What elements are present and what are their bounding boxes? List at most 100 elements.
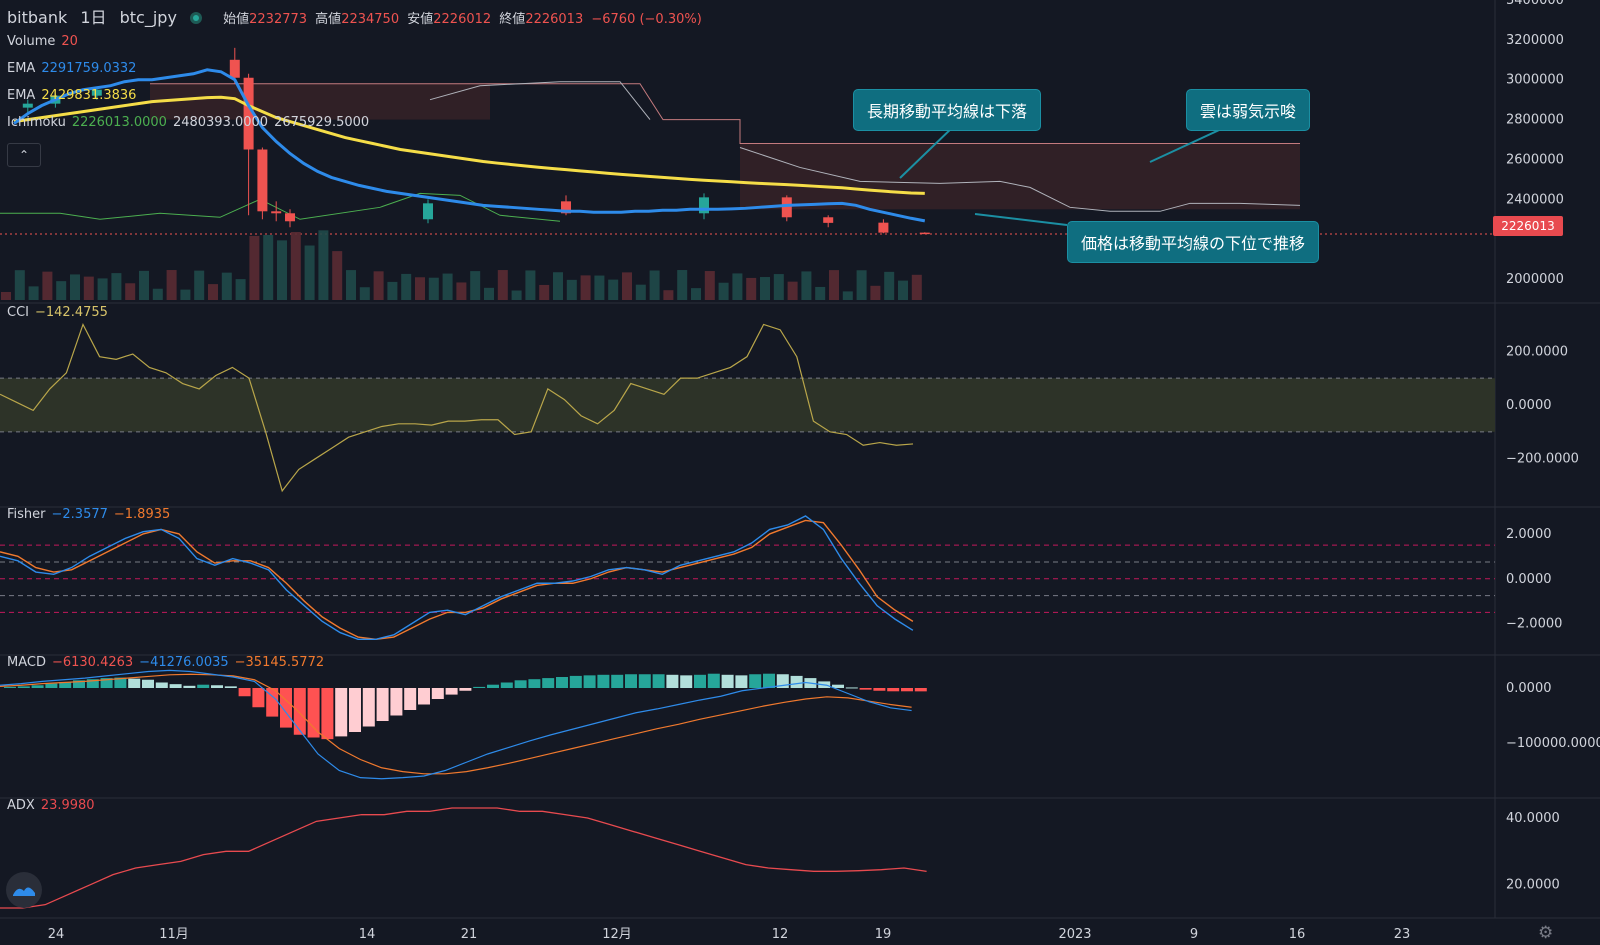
callout-cloud-bearish[interactable]: 雲は弱気示唆 — [1186, 89, 1311, 131]
volume-bar — [70, 274, 80, 300]
price-change: −6760 (−0.30%) — [591, 12, 702, 27]
volume-bar — [677, 270, 688, 300]
macd-histogram-bar — [597, 674, 610, 688]
volume-bar — [691, 288, 701, 300]
volume-bar — [166, 270, 177, 300]
macd-histogram-bar — [45, 683, 58, 688]
volume-bar — [111, 273, 122, 300]
macd-histogram-bar — [721, 674, 734, 688]
macd-histogram-bar — [445, 688, 458, 695]
volume-bar — [208, 284, 218, 300]
volume-bar — [332, 251, 343, 300]
x-tick-label: 19 — [875, 927, 892, 942]
candle-body — [271, 211, 282, 214]
x-tick-label: 24 — [48, 927, 65, 942]
volume-bar — [622, 272, 632, 300]
legend-volume[interactable]: Volume 20 — [7, 34, 78, 49]
tradingview-logo-icon[interactable] — [6, 872, 42, 908]
adx-axis-tick: 40.0000 — [1506, 811, 1560, 826]
price-axis-tick: 2800000 — [1506, 113, 1564, 128]
macd-axis-tick: −100000.0000 — [1506, 736, 1600, 751]
callout-price-below[interactable]: 価格は移動平均線の下位で推移 — [1067, 221, 1320, 263]
volume-bar — [829, 270, 839, 300]
x-tick-label: 23 — [1394, 927, 1411, 942]
exchange-name[interactable]: bitbank — [7, 8, 68, 27]
fisher-axis-tick: −2.0000 — [1506, 617, 1562, 632]
volume-bar — [884, 271, 895, 300]
ema-fast-line — [13, 68, 926, 223]
macd-histogram-bar — [252, 688, 265, 708]
volume-bar — [815, 286, 826, 300]
ema-slow-line — [13, 95, 925, 195]
volume-bar — [746, 277, 757, 300]
macd-histogram-bar — [238, 688, 251, 697]
macd-histogram-bar — [224, 686, 237, 688]
interval[interactable]: 1日 — [80, 8, 107, 27]
market-status-icon — [190, 12, 203, 24]
ohlc-values: 始値2232773 高値2234750 安値2226012 終値2226013 … — [223, 12, 702, 27]
legend-fisher[interactable]: Fisher −2.3577 −1.8935 — [7, 507, 171, 522]
macd-histogram-bar — [197, 684, 210, 688]
macd-histogram-bar — [335, 688, 348, 737]
volume-bar — [14, 270, 25, 300]
x-tick-label: 12月 — [602, 927, 632, 942]
candle-body — [423, 203, 433, 220]
macd-histogram-bar — [694, 674, 706, 688]
ichimoku-span-b — [739, 147, 1301, 212]
macd-histogram-bar — [376, 688, 389, 721]
macd-histogram-bar — [86, 679, 99, 688]
volume-bar — [42, 271, 53, 300]
macd-histogram-bar — [873, 688, 886, 691]
volume-bar — [511, 290, 522, 300]
symbol-name[interactable]: btc_jpy — [119, 8, 177, 27]
volume-bar — [456, 282, 467, 300]
macd-histogram-bar — [611, 674, 624, 688]
legend-ema-fast[interactable]: EMA 2291759.0332 — [7, 61, 137, 76]
volume-bar — [801, 271, 812, 300]
candle-body — [243, 77, 254, 150]
macd-histogram-bar — [59, 681, 72, 688]
macd-histogram-bar — [500, 682, 513, 688]
settings-gear-icon[interactable]: ⚙ — [1538, 923, 1554, 943]
legend-ichimoku[interactable]: Ichimoku 2226013.0000 2480393.0000 2675929.… — [7, 115, 370, 130]
candle-body — [823, 217, 834, 223]
cci-axis-tick: −200.0000 — [1506, 452, 1579, 467]
ichimoku-cloud — [740, 143, 1300, 210]
volume-bar — [442, 273, 453, 300]
ichimoku-span-a — [429, 81, 651, 120]
x-tick-label: 9 — [1190, 927, 1198, 942]
candle-body — [561, 201, 571, 214]
macd-histogram-bar — [100, 678, 113, 688]
legend-macd[interactable]: MACD −6130.4263 −41276.0035 −35145.5772 — [7, 655, 325, 670]
callout-ma-decline[interactable]: 長期移動平均線は下落 — [853, 89, 1042, 131]
volume-bar — [704, 271, 715, 300]
legend-adx[interactable]: ADX 23.9980 — [7, 798, 95, 813]
legend-cci[interactable]: CCI −142.4755 — [7, 305, 108, 320]
candle-body — [22, 103, 33, 108]
macd-histogram-bar — [459, 688, 472, 691]
fisher-signal-line — [0, 519, 914, 641]
price-axis-tick: 3200000 — [1506, 33, 1564, 48]
macd-histogram-bar — [114, 677, 127, 688]
volume-bar — [898, 280, 908, 300]
volume-bar — [760, 277, 770, 300]
macd-histogram-bar — [569, 675, 582, 688]
volume-bar — [773, 274, 784, 300]
volume-bar — [28, 286, 39, 300]
x-tick-label: 14 — [359, 927, 376, 942]
legend-ema-slow[interactable]: EMA 2429831.3836 — [7, 88, 137, 103]
macd-histogram-bar — [31, 685, 44, 688]
last-price-tag: 2226013 — [1493, 216, 1563, 236]
macd-histogram-bar — [845, 687, 858, 689]
cci-axis-tick: 0.0000 — [1506, 398, 1552, 413]
candle-body — [781, 197, 792, 218]
volume-bar — [56, 281, 67, 300]
adx-axis-tick: 20.0000 — [1506, 878, 1560, 893]
collapse-legend-button[interactable]: ⌃ — [7, 143, 41, 167]
macd-histogram-bar — [735, 675, 748, 688]
fisher-axis-tick: 0.0000 — [1506, 572, 1552, 587]
volume-bar — [470, 271, 481, 300]
volume-bar — [359, 287, 370, 300]
adx-line — [0, 807, 927, 909]
